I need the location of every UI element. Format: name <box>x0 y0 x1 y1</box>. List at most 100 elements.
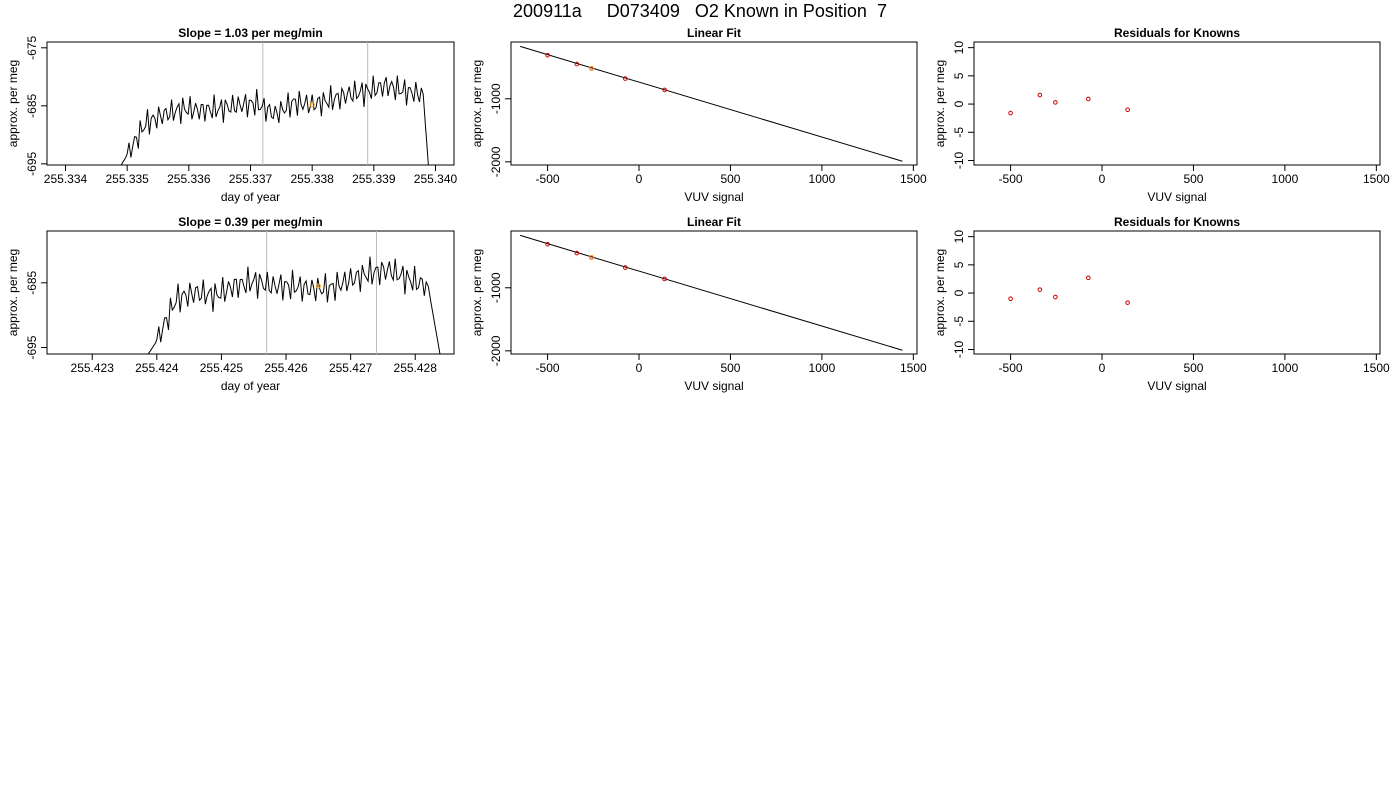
panel-3-data-point <box>1037 92 1043 98</box>
panel-2-x-tick-label: 1500 <box>900 172 927 186</box>
panel-6-x-tick-label: -500 <box>999 361 1023 375</box>
panel-3-x-tick-label: 0 <box>1099 172 1106 186</box>
panel-6-data-point <box>1053 294 1058 300</box>
panel-6-x-tick-label: 500 <box>1183 361 1203 375</box>
panel-1-title: Slope = 1.03 per meg/min <box>178 26 322 40</box>
panel-4-x-tick-label: 255.425 <box>200 361 244 375</box>
panel-6-plot-frame <box>973 230 1381 355</box>
panel-4-y-tick-label: -695 <box>25 335 39 359</box>
panel-6-data-point <box>1125 300 1130 305</box>
panel-3-y-tick-label: 0 <box>952 100 966 107</box>
panel-4-x-tick-label: 255.423 <box>71 361 115 375</box>
panel-4-y-tick-label: -685 <box>25 270 39 294</box>
panel-3-data-point <box>1053 100 1058 105</box>
panel-4-y-axis-label: approx. per meg <box>6 249 20 336</box>
panel-5-plot-frame <box>510 230 918 355</box>
panel-2-highlight-point <box>588 65 594 71</box>
panel-1-x-tick-label: 255.336 <box>167 172 211 186</box>
panel-5-data-point <box>623 265 628 270</box>
panel-1-y-tick-label: -695 <box>25 152 39 176</box>
panel-4-x-tick-label: 255.428 <box>394 361 438 375</box>
panel-5-x-tick-label: -500 <box>536 361 560 375</box>
panel-5-x-tick-label: 1500 <box>900 361 927 375</box>
panel-1-x-tick-label: 255.338 <box>290 172 334 186</box>
panel-5-x-tick-label: 500 <box>720 361 740 375</box>
panel-3-x-tick-label: 1500 <box>1363 172 1390 186</box>
panel-2-plot-frame <box>510 41 918 166</box>
panel-5-fit-line <box>520 234 903 351</box>
panel-1-highlight-point <box>309 102 315 108</box>
panel-5-y-tick-label: -1000 <box>489 272 503 303</box>
panel-2-x-tick-label: -500 <box>536 172 560 186</box>
panel-2-data-point <box>662 87 667 93</box>
panel-6-y-tick-label: 10 <box>952 230 966 244</box>
panel-2-fit-line <box>520 45 903 162</box>
panel-3-y-axis-label: approx. per meg <box>933 60 947 147</box>
panel-6-y-axis-label: approx. per meg <box>933 249 947 336</box>
panel-6-y-tick-label: -5 <box>952 316 966 327</box>
panel-6-y-tick-label: 0 <box>952 289 966 296</box>
panel-2-x-tick-label: 1000 <box>809 172 836 186</box>
panel-4-x-axis-label: day of year <box>221 379 280 393</box>
panel-1-y-tick-label: -675 <box>25 35 39 59</box>
panel-1-x-axis-label: day of year <box>221 190 280 204</box>
panel-5-x-axis-label: VUV signal <box>684 379 743 393</box>
panel-3-data-point <box>1008 110 1013 116</box>
panel-5-x-tick-label: 1000 <box>809 361 836 375</box>
panel-2-data-point <box>574 61 580 67</box>
panel-3-y-tick-label: -5 <box>952 127 966 138</box>
panel-1-plot-frame <box>46 41 455 166</box>
panel-3-data-point <box>1125 107 1130 113</box>
panel-2-data-point <box>545 52 550 58</box>
panel-5-x-tick-label: 0 <box>636 361 643 375</box>
panel-6-data-point <box>1037 287 1043 292</box>
panel-3-plot-frame <box>973 41 1381 166</box>
panel-6-x-tick-label: 0 <box>1099 361 1106 375</box>
panel-1-x-tick-label: 255.335 <box>105 172 149 186</box>
panel-2-x-tick-label: 500 <box>720 172 740 186</box>
panel-6-data-point <box>1008 296 1013 302</box>
panel-6-data-point <box>1086 275 1091 281</box>
panel-4-x-tick-label: 255.427 <box>329 361 373 375</box>
panel-3-x-tick-label: 1000 <box>1272 172 1299 186</box>
panel-3-y-tick-label: -10 <box>952 151 966 169</box>
panel-6-title: Residuals for Knowns <box>1114 215 1240 229</box>
panel-6-x-tick-label: 1500 <box>1363 361 1390 375</box>
panel-4-title: Slope = 0.39 per meg/min <box>178 215 322 229</box>
panel-3-x-tick-label: 500 <box>1183 172 1203 186</box>
panel-4-x-tick-label: 255.424 <box>135 361 179 375</box>
panel-2-y-tick-label: -2000 <box>489 146 503 177</box>
panel-3-y-tick-label: 10 <box>952 41 966 55</box>
panel-2-y-axis-label: approx. per meg <box>470 60 484 147</box>
panel-6-x-axis-label: VUV signal <box>1147 379 1206 393</box>
panel-2-title: Linear Fit <box>687 26 741 40</box>
panel-5-data-point <box>545 241 550 247</box>
panel-6-y-tick-label: -10 <box>952 340 966 358</box>
panel-5-data-point <box>574 250 580 256</box>
panel-2-x-axis-label: VUV signal <box>684 190 743 204</box>
panel-2-y-tick-label: -1000 <box>489 83 503 114</box>
panel-1-x-tick-label: 255.340 <box>414 172 458 186</box>
panel-6-y-tick-label: 5 <box>952 261 966 268</box>
panel-3-title: Residuals for Knowns <box>1114 26 1240 40</box>
panel-1-y-tick-label: -685 <box>25 93 39 117</box>
panel-1-x-tick-label: 255.339 <box>352 172 396 186</box>
panel-1-x-tick-label: 255.334 <box>44 172 88 186</box>
panel-6-x-tick-label: 1000 <box>1272 361 1299 375</box>
panel-2-data-point <box>623 76 628 81</box>
panel-3-y-tick-label: 5 <box>952 72 966 79</box>
panel-5-y-axis-label: approx. per meg <box>470 249 484 336</box>
panel-2-x-tick-label: 0 <box>636 172 643 186</box>
panel-5-data-point <box>662 276 667 282</box>
panel-1-series-line <box>120 75 429 165</box>
panel-1-y-axis-label: approx. per meg <box>6 60 20 147</box>
panel-4-x-tick-label: 255.426 <box>264 361 308 375</box>
panel-4-series-line <box>147 256 441 354</box>
panel-5-y-tick-label: -2000 <box>489 335 503 366</box>
panel-3-data-point <box>1086 96 1091 102</box>
panel-5-title: Linear Fit <box>687 215 741 229</box>
panel-3-x-tick-label: -500 <box>999 172 1023 186</box>
figure-title: 200911a D073409 O2 Known in Position 7 <box>513 1 887 21</box>
panel-4-plot-frame <box>46 230 455 355</box>
